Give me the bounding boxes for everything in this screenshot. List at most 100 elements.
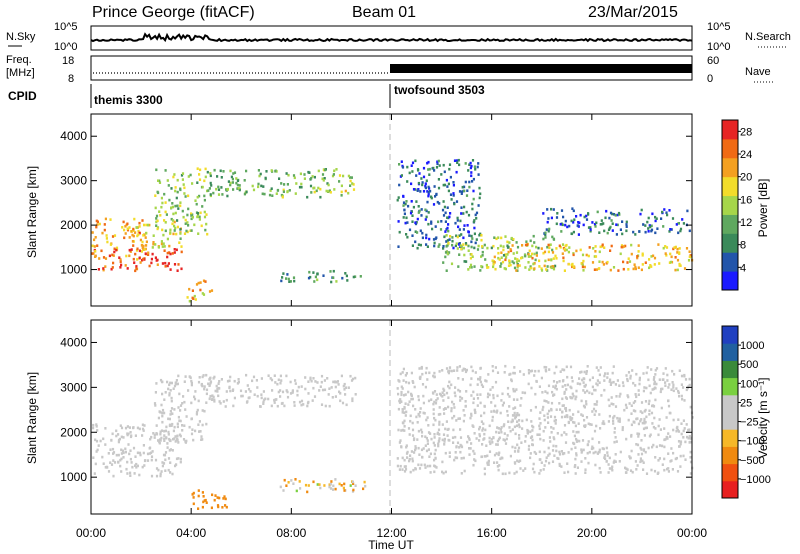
data-cell: [601, 244, 604, 248]
data-cell: [136, 464, 139, 468]
data-cell: [504, 267, 507, 271]
data-cell: [126, 432, 129, 435]
data-cell: [564, 441, 568, 444]
data-cell: [589, 228, 592, 231]
data-cell: [437, 440, 440, 443]
data-cell: [595, 400, 599, 403]
colorbar-tick-label: 8: [740, 240, 746, 252]
data-cell: [409, 419, 412, 423]
data-cell: [408, 228, 412, 232]
data-cell: [197, 380, 201, 384]
data-cell: [460, 206, 463, 209]
data-cell: [604, 372, 607, 375]
data-cell: [458, 253, 461, 256]
data-cell: [217, 382, 220, 385]
data-cell: [637, 393, 640, 396]
data-cell: [530, 420, 533, 423]
data-cell: [496, 409, 499, 413]
data-cell: [213, 398, 216, 402]
data-cell: [517, 413, 521, 417]
data-cell: [621, 232, 624, 236]
data-cell: [641, 252, 644, 256]
data-cell: [418, 209, 421, 213]
data-cell: [486, 461, 489, 465]
data-cell: [171, 472, 174, 476]
data-cell: [464, 400, 467, 403]
data-cell: [412, 404, 415, 408]
data-cell: [443, 440, 446, 443]
data-cell: [614, 383, 617, 386]
data-cell: [481, 245, 484, 248]
data-cell: [109, 461, 112, 464]
data-cell: [410, 182, 413, 186]
nsearch-label: N.Search: [745, 31, 791, 43]
data-cell: [190, 383, 193, 387]
data-cell: [402, 201, 406, 204]
data-cell: [332, 484, 335, 488]
data-cell: [571, 265, 574, 269]
data-cell: [181, 172, 185, 175]
data-cell: [129, 250, 132, 253]
data-cell: [426, 200, 429, 204]
data-cell: [213, 168, 216, 172]
data-cell: [140, 250, 143, 253]
data-cell: [435, 192, 438, 196]
data-cell: [516, 264, 519, 267]
data-cell: [582, 223, 585, 227]
data-cell: [654, 368, 657, 372]
data-cell: [96, 244, 99, 247]
data-cell: [176, 382, 179, 386]
data-cell: [141, 423, 144, 427]
data-cell: [554, 384, 557, 388]
data-cell: [534, 258, 537, 262]
data-cell: [483, 432, 486, 436]
data-cell: [571, 207, 574, 210]
data-cell: [410, 371, 413, 375]
data-cell: [516, 398, 519, 401]
y-tick-label: 2000: [60, 425, 87, 439]
data-cell: [459, 436, 463, 439]
data-cell: [669, 460, 672, 463]
data-cell: [403, 212, 406, 216]
data-cell: [227, 180, 230, 183]
data-cell: [546, 220, 549, 224]
data-cell: [174, 186, 177, 189]
data-cell: [513, 411, 516, 415]
data-cell: [197, 281, 200, 285]
data-cell: [674, 268, 677, 272]
data-cell: [550, 258, 553, 262]
data-cell: [459, 244, 462, 247]
data-cell: [676, 251, 679, 254]
data-cell: [321, 388, 325, 392]
data-cell: [226, 379, 230, 383]
data-cell: [493, 410, 496, 413]
data-cell: [595, 424, 598, 428]
data-cell: [413, 451, 416, 454]
data-cell: [322, 274, 325, 277]
data-cell: [636, 443, 640, 447]
data-cell: [630, 433, 633, 437]
data-cell: [554, 254, 557, 258]
data-cell: [581, 263, 584, 267]
data-cell: [450, 383, 453, 387]
data-cell: [498, 464, 501, 467]
data-cell: [572, 252, 575, 255]
data-cell: [422, 401, 425, 405]
data-cell: [415, 221, 418, 224]
data-cell: [230, 175, 233, 179]
data-cell: [499, 457, 502, 461]
data-cell: [483, 411, 486, 415]
data-cell: [688, 229, 691, 233]
data-cell: [455, 419, 458, 422]
data-cell: [496, 461, 499, 464]
data-cell: [506, 409, 509, 413]
data-cell: [508, 405, 511, 408]
data-cell: [680, 422, 683, 425]
data-cell: [654, 215, 657, 219]
data-cell: [460, 247, 463, 251]
data-cell: [427, 399, 431, 403]
velocity-xticks: [90, 320, 693, 514]
data-cell: [575, 452, 578, 455]
data-cell: [195, 410, 199, 414]
